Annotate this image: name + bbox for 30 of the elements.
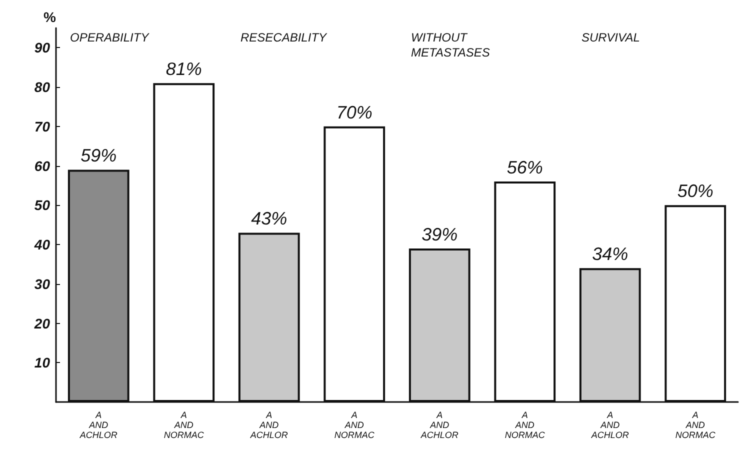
x-tick-label: A AND NORMAC [334, 410, 375, 440]
x-tick-label: A AND NORMAC [164, 410, 204, 440]
annotation: OPERABILITY [70, 30, 150, 44]
data-label: 81% [166, 59, 202, 80]
data-label: 39% [422, 224, 458, 244]
y-tick-label: 70 [34, 118, 50, 134]
annotation: RESECABILITY [240, 30, 328, 44]
y-tick-label: 80 [34, 79, 50, 96]
x-tick-label: A AND ACHLOR [420, 410, 459, 440]
y-tick-label: 90 [34, 40, 50, 56]
y-tick-label: 40 [33, 236, 50, 253]
data-label: 56% [506, 158, 543, 178]
x-tick-label: A AND ACHLOR [78, 410, 118, 440]
data-label: 50% [677, 181, 714, 202]
x-tick-label: A AND ACHLOR [249, 410, 288, 440]
y-tick-label: 10 [34, 354, 50, 371]
y-axis-title: % [44, 9, 57, 25]
annotation: SURVIVAL [582, 30, 640, 44]
x-tick-label: A AND NORMAC [675, 410, 716, 440]
annotation: WITHOUT METASTASES [411, 30, 490, 60]
x-tick-label: A AND NORMAC [504, 410, 546, 440]
data-label: 43% [251, 208, 288, 229]
data-label: 34% [592, 244, 628, 264]
y-tick-label: 20 [33, 315, 50, 332]
y-tick-label: 30 [34, 276, 50, 292]
x-tick-label: A AND ACHLOR [590, 410, 630, 440]
data-label: 59% [80, 146, 117, 166]
data-label: 70% [336, 102, 372, 122]
y-tick-label: 60 [34, 158, 50, 174]
y-tick-label: 50 [34, 197, 50, 214]
